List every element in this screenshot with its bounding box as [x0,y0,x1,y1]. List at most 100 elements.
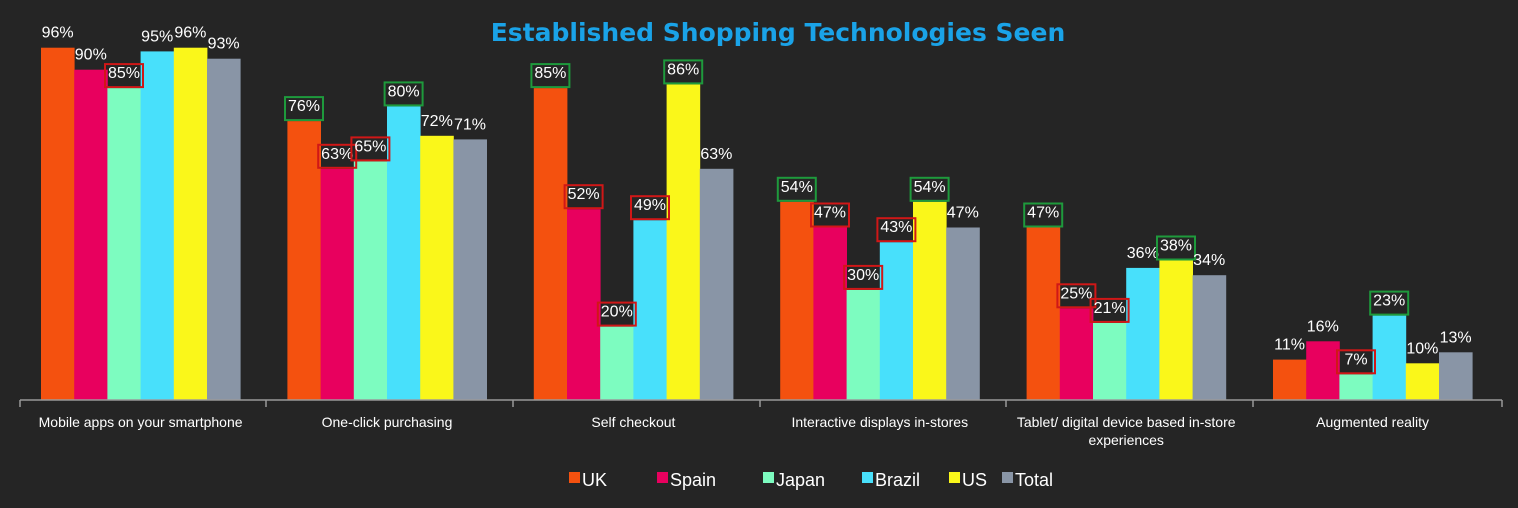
bar-brazil-3 [633,220,667,400]
data-label: 7% [1344,351,1367,368]
bar-brazil-4 [879,242,914,400]
data-label: 25% [1060,285,1092,302]
bar-uk-5 [1026,227,1061,400]
bar-us-1 [173,47,208,400]
highlight-box-green [383,81,424,107]
highlight-box-red [104,63,144,89]
bar-total-3 [699,168,734,400]
bar-uk-6 [1273,359,1307,400]
category-label: Tablet/ digital device based in-store [1017,414,1236,430]
data-label: 86% [667,61,699,78]
data-label: 90% [75,47,107,64]
bar-us-3 [666,84,701,401]
legend-swatch-spain [657,472,668,483]
highlight-box-red [596,301,637,327]
data-label: 34% [1193,252,1225,269]
bar-total-1 [207,58,241,400]
highlight-box-red [563,184,604,210]
bar-spain-4 [813,227,847,400]
legend: UK Spain Japan Brazil US Total [569,470,1053,490]
bar-spain-3 [567,209,601,400]
category-labels: Mobile apps on your smartphone One-click … [39,414,1429,448]
highlight-box-red [843,264,884,290]
bar-uk-2 [287,121,321,400]
data-label: 16% [1307,318,1339,335]
highlight-box-green [1023,202,1064,228]
highlight-box-green [776,176,817,202]
highlight-box-green [1156,235,1196,261]
bar-japan-1 [107,88,141,400]
data-label: 30% [847,267,879,284]
legend-label-spain: Spain [670,470,716,490]
legend-swatch-brazil [862,472,873,483]
bar-spain-1 [74,69,108,400]
bar-uk-3 [533,88,568,400]
bar-brazil-1 [140,51,175,401]
data-label: 13% [1440,329,1472,346]
data-label: 20% [601,304,633,321]
bar-spain-5 [1059,308,1094,401]
bar-japan-3 [600,326,634,400]
legend-label-brazil: Brazil [875,470,920,490]
data-label: 63% [321,146,353,163]
highlight-box-red [1089,297,1130,323]
highlight-box-red [1336,349,1376,375]
highlight-box-green [284,96,324,122]
data-label: 47% [1027,205,1059,222]
data-label: 54% [781,179,813,196]
data-label: 54% [914,179,946,196]
highlight-box-green [1369,290,1410,316]
legend-label-us: US [962,470,987,490]
category-label: Self checkout [591,414,675,430]
data-label: 85% [534,65,566,82]
highlight-box-red [350,136,391,162]
category-label: One-click purchasing [322,414,453,430]
bar-us-2 [420,135,454,401]
highlight-box-red [810,202,850,228]
chart-title: Established Shopping Technologies Seen [491,18,1066,47]
data-label: 76% [288,98,320,115]
bar-japan-4 [846,289,881,400]
data-labels-layer: 96%90%85%95% 96%93%76%63% 65%80%72% 71%85%5… [42,25,1472,375]
legend-swatch-us [949,472,960,483]
legend-label-uk: UK [582,470,607,490]
bar-uk-4 [780,201,814,400]
highlight-box-red [876,217,917,243]
data-label: 96% [42,25,74,42]
highlight-box-red [630,195,670,221]
category-label: Mobile apps on your smartphone [39,414,243,430]
data-label: 65% [354,138,386,155]
bar-us-6 [1405,363,1440,400]
bar-total-5 [1192,275,1227,400]
bar-japan-5 [1093,322,1127,400]
data-label: 49% [634,197,666,214]
data-label: 47% [947,205,979,222]
category-label: experiences [1088,432,1164,448]
data-label: 85% [108,65,140,82]
highlight-box-green [530,63,571,89]
legend-label-total: Total [1015,470,1053,490]
bar-japan-6 [1339,374,1373,400]
data-label: 10% [1406,340,1438,357]
bar-japan-2 [353,161,388,400]
data-label: 47% [814,205,846,222]
data-label: 21% [1094,300,1126,317]
highlight-box-red [1056,283,1097,309]
bar-spain-6 [1306,341,1340,400]
data-label: 38% [1160,238,1192,255]
data-label: 63% [700,146,732,163]
legend-label-japan: Japan [776,470,825,490]
data-label: 72% [421,113,453,130]
data-label: 36% [1127,245,1159,262]
bar-uk-1 [41,47,75,400]
bar-total-6 [1439,352,1473,400]
bar-total-4 [946,227,980,400]
data-label: 11% [1274,337,1305,354]
data-label: 52% [568,186,600,203]
bar-us-5 [1159,260,1193,400]
legend-swatch-total [1002,472,1013,483]
bar-spain-2 [320,168,355,400]
bar-total-2 [453,139,487,400]
bar-brazil-6 [1372,315,1407,400]
